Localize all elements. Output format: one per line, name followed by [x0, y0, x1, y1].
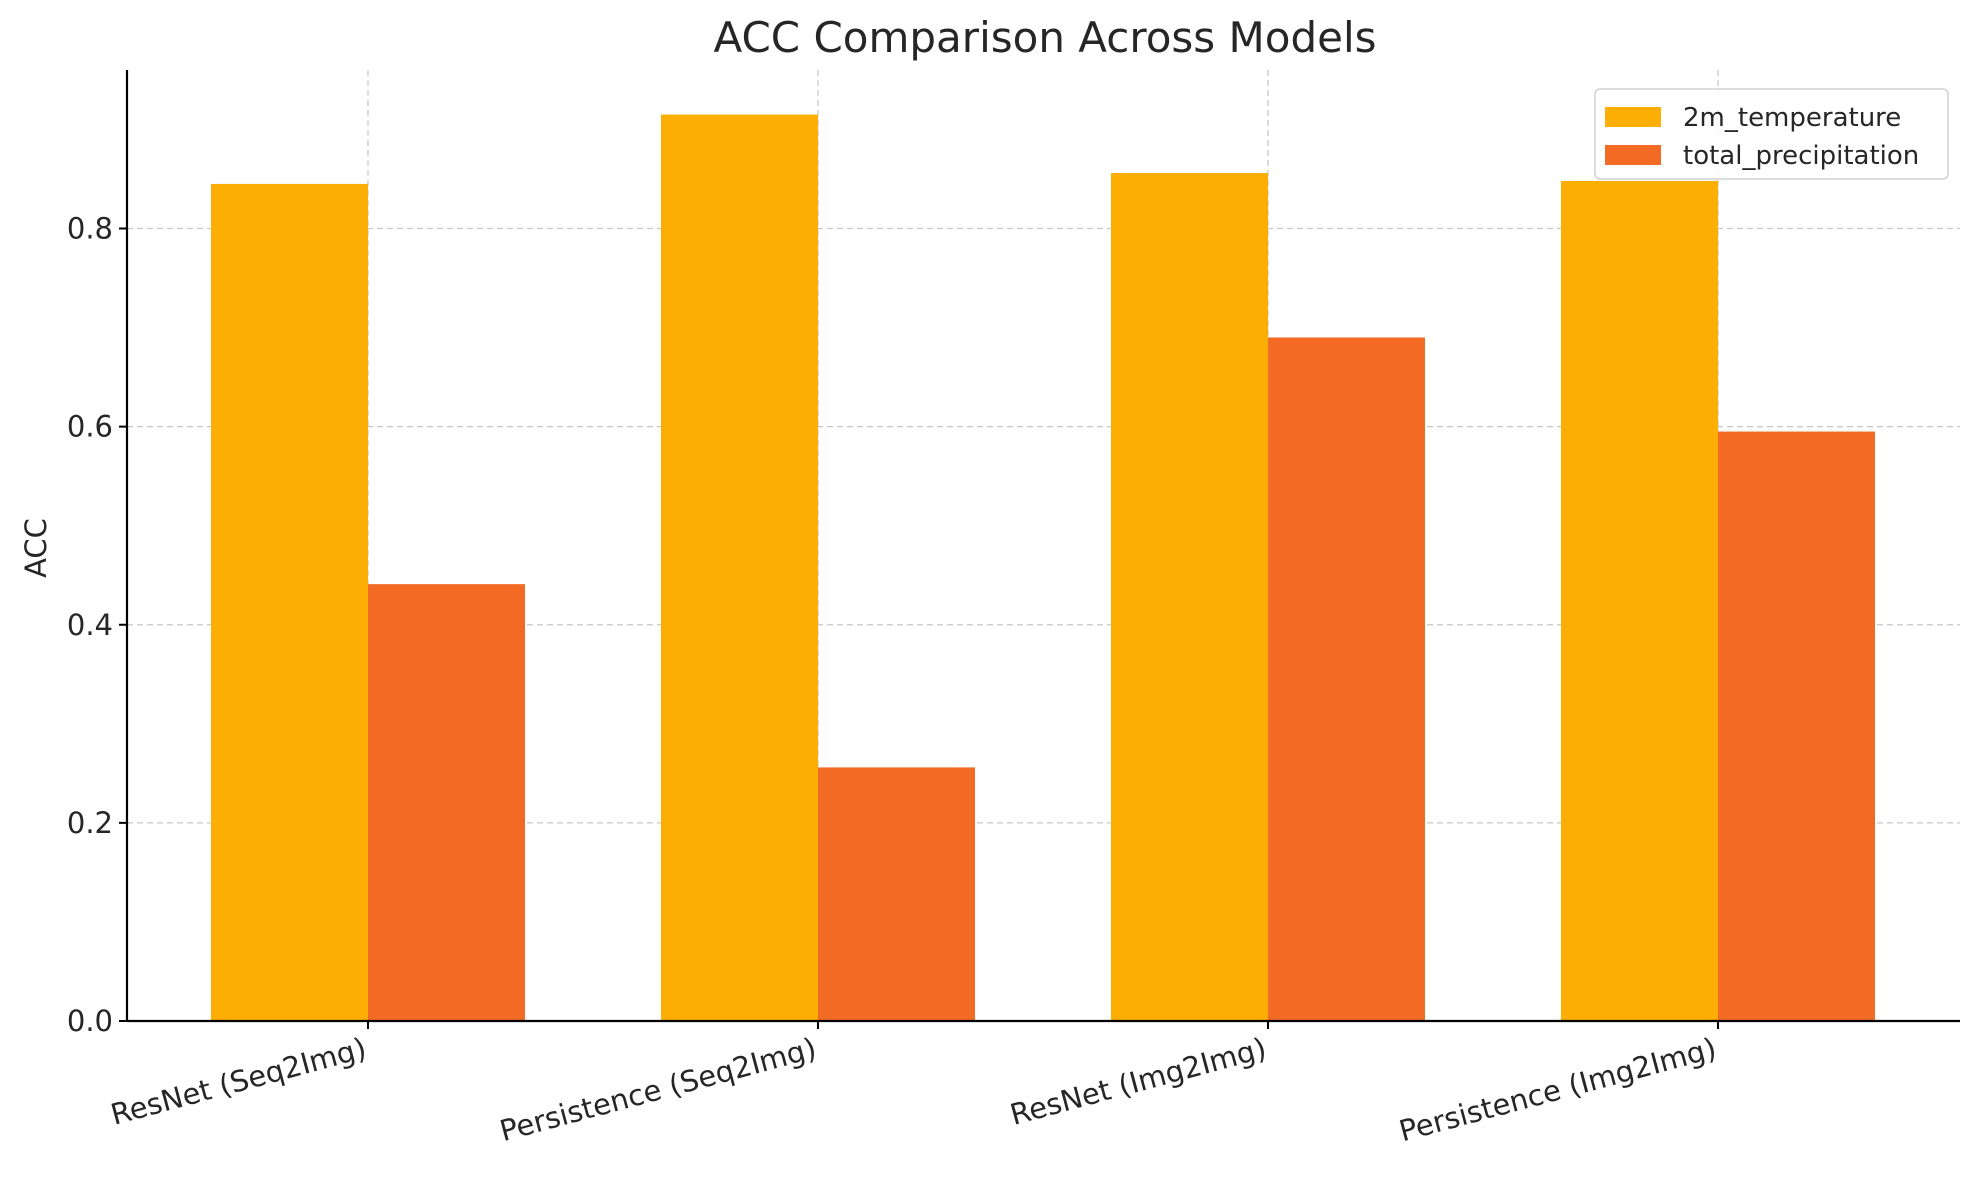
x-tick-label: Persistence (Seq2Img): [496, 1031, 820, 1148]
x-tick-label: ResNet (Img2Img): [1007, 1031, 1270, 1132]
bar-2m-temperature: [1111, 173, 1268, 1021]
y-axis-label: ACC: [19, 518, 53, 578]
bar-total-precipitation: [818, 767, 975, 1021]
x-tick-label: Persistence (Img2Img): [1396, 1031, 1720, 1148]
legend-swatch: [1605, 107, 1661, 127]
chart-title: ACC Comparison Across Models: [713, 13, 1376, 62]
bar-2m-temperature: [1561, 180, 1718, 1021]
bar-2m-temperature: [661, 114, 818, 1021]
x-tick-labels: ResNet (Seq2Img) Persistence (Seq2Img) Res…: [107, 1021, 1720, 1148]
legend-label: 2m_temperature: [1683, 103, 1901, 133]
y-tick-label: 0.2: [67, 806, 113, 840]
bar-total-precipitation: [368, 584, 525, 1021]
bar-total-precipitation: [1268, 337, 1425, 1021]
bars: [211, 114, 1875, 1021]
x-tick-label: ResNet (Seq2Img): [107, 1031, 370, 1132]
legend-label: total_precipitation: [1683, 141, 1919, 171]
y-tick-labels: 0.0 0.2 0.4 0.6 0.8: [67, 212, 127, 1038]
y-tick-label: 0.4: [67, 608, 113, 642]
bar-2m-temperature: [211, 183, 368, 1021]
legend-box: [1594, 88, 1949, 180]
bar-total-precipitation: [1718, 431, 1875, 1021]
y-tick-label: 0.6: [67, 410, 113, 444]
y-tick-label: 0.0: [67, 1004, 113, 1038]
legend: 2m_temperature total_precipitation: [1594, 88, 1949, 180]
y-tick-label: 0.8: [67, 212, 113, 246]
legend-swatch: [1605, 145, 1661, 165]
